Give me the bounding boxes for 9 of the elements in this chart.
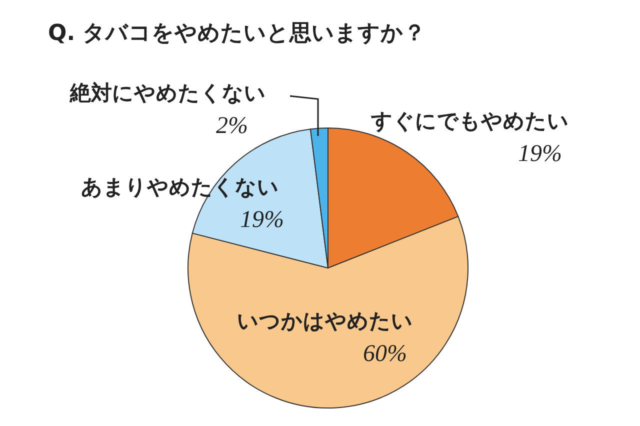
- slice-label: 絶対にやめたくない: [69, 81, 266, 105]
- data-label: 19%: [518, 141, 562, 167]
- data-label: 19%: [240, 207, 284, 233]
- slice-label: すぐにでもやめたい: [370, 109, 569, 133]
- slice-label: いつかはやめたい: [237, 309, 413, 333]
- data-label: 2%: [216, 113, 248, 139]
- chart-title: Q. タバコをやめたいと思いますか？: [48, 21, 426, 46]
- data-label: 60%: [363, 341, 407, 367]
- slice-label: あまりやめたくない: [81, 175, 279, 199]
